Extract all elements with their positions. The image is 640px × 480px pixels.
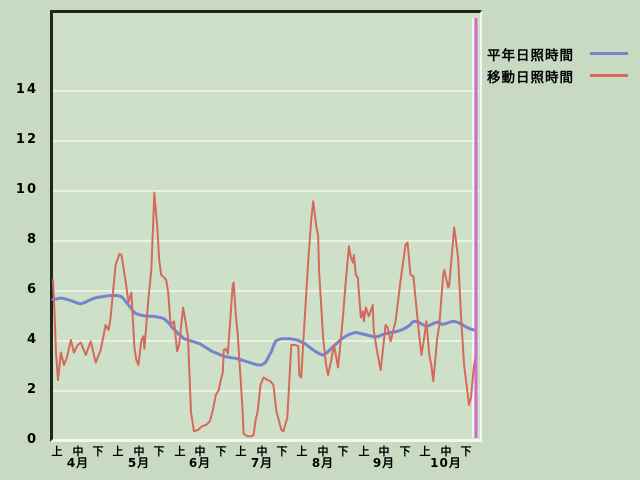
y-tick-0: 0 xyxy=(26,432,38,447)
x-month-label-june: 6月 xyxy=(188,456,212,470)
x-period-label: 下 xyxy=(215,445,227,458)
x-period-label: 上 xyxy=(419,445,431,458)
y-tick-8: 8 xyxy=(26,232,38,247)
x-period-label: 中 xyxy=(194,445,206,458)
y-tick-4: 4 xyxy=(26,332,38,347)
x-period-label: 下 xyxy=(153,445,165,458)
x-month-label-april: 4月 xyxy=(66,456,90,470)
h-gridline-2 xyxy=(53,390,479,392)
x-month-label-october: 10月 xyxy=(430,456,462,470)
x-period-label: 上 xyxy=(112,445,124,458)
x-month-label-august: 8月 xyxy=(311,456,335,470)
x-period-label: 中 xyxy=(72,445,84,458)
x-period-label: 下 xyxy=(337,445,349,458)
plot-area xyxy=(50,10,482,442)
h-gridline-12 xyxy=(53,140,479,142)
x-month-label-july: 7月 xyxy=(250,456,274,470)
h-gridline-14 xyxy=(53,90,479,92)
x-period-label: 中 xyxy=(133,445,145,458)
x-period-label: 上 xyxy=(358,445,370,458)
normal-line-swatch xyxy=(590,52,628,55)
x-period-label: 下 xyxy=(276,445,288,458)
moving-line-swatch xyxy=(590,74,628,77)
legend: 平年日照時間 移動日照時間 xyxy=(487,44,637,88)
x-period-label: 中 xyxy=(378,445,390,458)
x-period-label: 下 xyxy=(460,445,472,458)
h-gridline-10 xyxy=(53,190,479,192)
x-period-label: 中 xyxy=(256,445,268,458)
y-tick-6: 6 xyxy=(26,282,38,297)
h-gridline-6 xyxy=(53,290,479,292)
legend-label-normal: 平年日照時間 xyxy=(487,48,574,64)
x-period-label: 中 xyxy=(317,445,329,458)
y-tick-14: 14 xyxy=(15,82,38,97)
h-gridline-4 xyxy=(53,340,479,342)
legend-item-moving: 移動日照時間 xyxy=(487,66,637,88)
x-period-label: 中 xyxy=(440,445,452,458)
h-gridline-8 xyxy=(53,240,479,242)
legend-item-normal: 平年日照時間 xyxy=(487,44,637,66)
normal-sunshine-line xyxy=(51,294,478,367)
x-period-label: 上 xyxy=(174,445,186,458)
x-period-label: 上 xyxy=(235,445,247,458)
y-tick-10: 10 xyxy=(15,182,38,197)
x-period-label: 上 xyxy=(51,445,63,458)
moving-sunshine-line xyxy=(52,191,477,438)
x-period-label: 上 xyxy=(296,445,308,458)
y-tick-12: 12 xyxy=(15,132,38,147)
x-month-label-september: 9月 xyxy=(372,456,396,470)
x-period-label: 下 xyxy=(399,445,411,458)
x-period-label: 下 xyxy=(92,445,104,458)
y-tick-2: 2 xyxy=(26,382,38,397)
legend-label-moving: 移動日照時間 xyxy=(487,70,574,86)
x-month-label-may: 5月 xyxy=(127,456,151,470)
